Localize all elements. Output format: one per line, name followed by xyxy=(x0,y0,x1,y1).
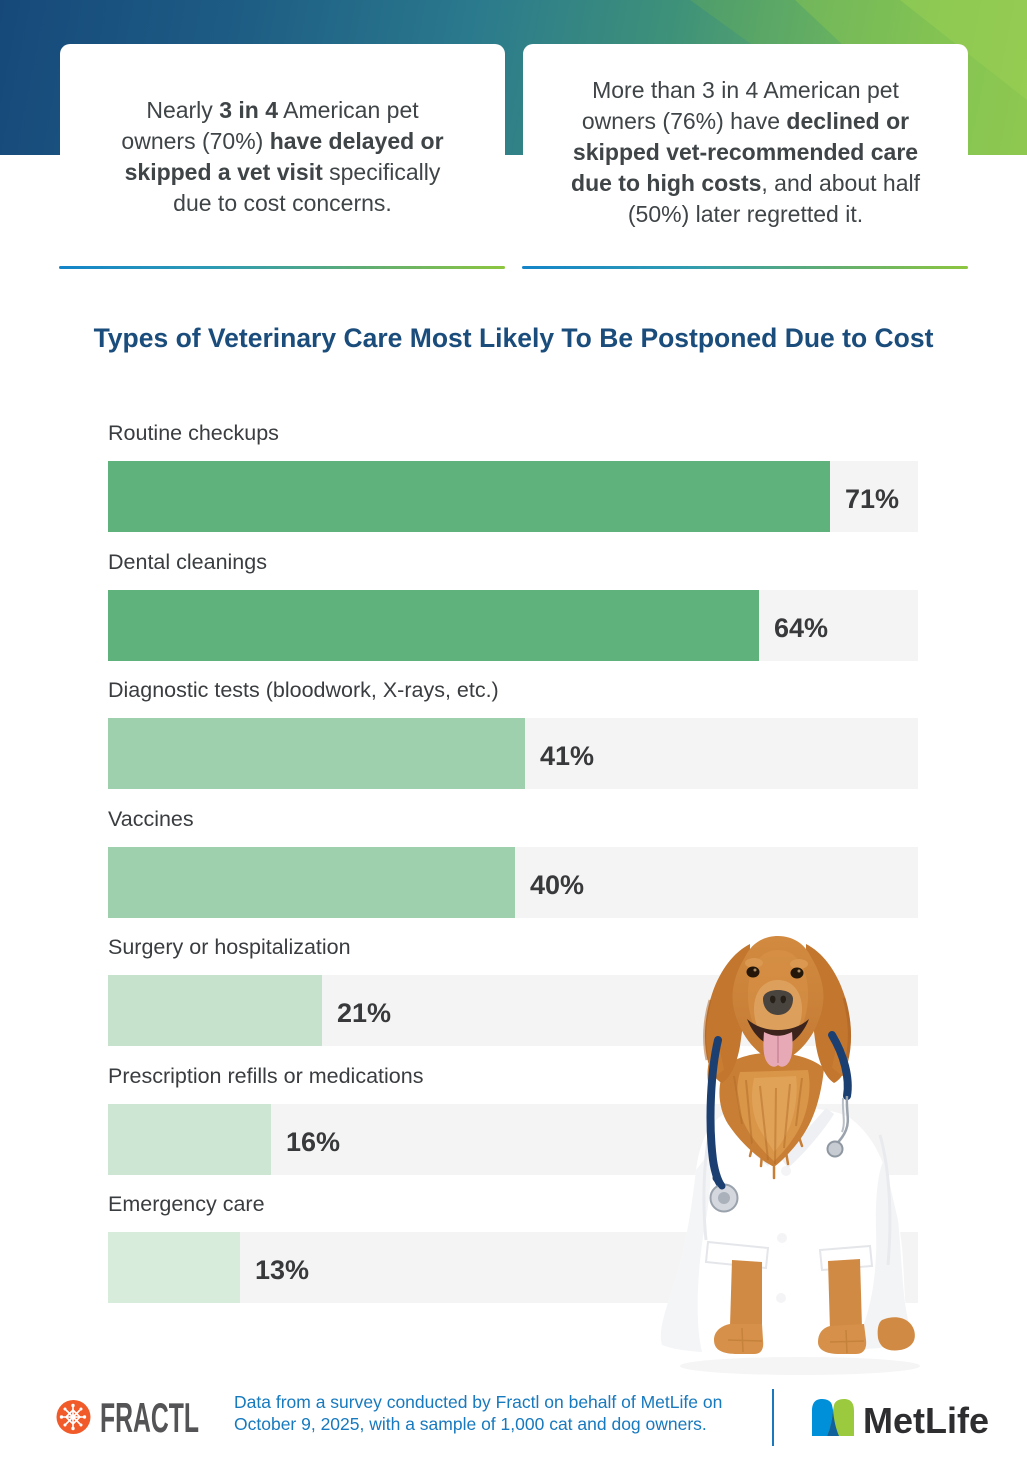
svg-text:MetLife: MetLife xyxy=(863,1400,989,1440)
svg-text:FRACTL: FRACTL xyxy=(100,1398,199,1438)
